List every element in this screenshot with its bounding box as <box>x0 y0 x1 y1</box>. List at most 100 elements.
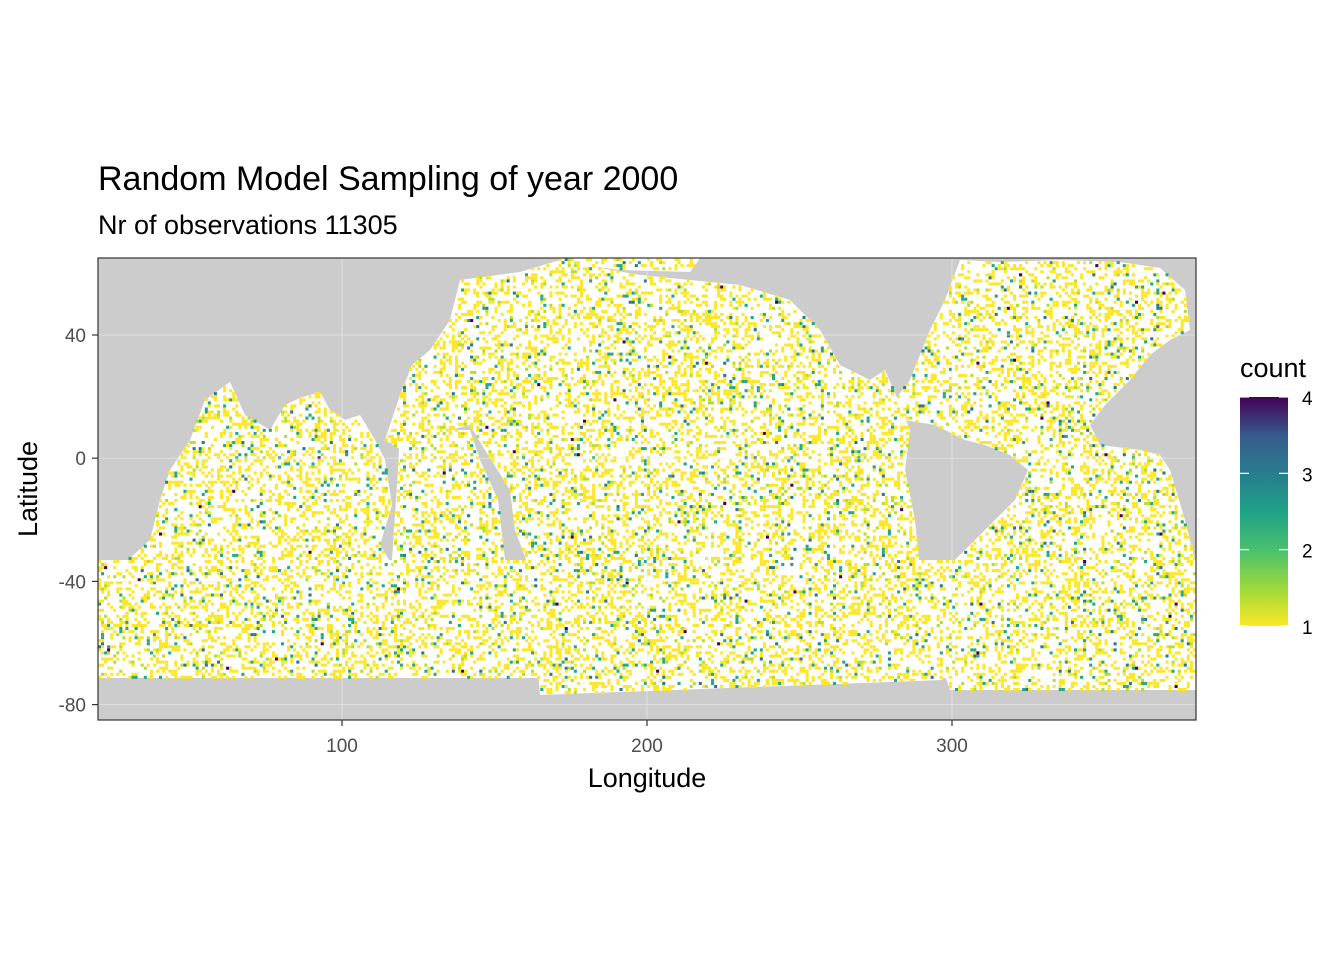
count-cell <box>418 373 422 377</box>
count-cell <box>759 431 763 435</box>
count-cell <box>839 401 843 405</box>
count-cell <box>552 334 556 338</box>
count-cell <box>509 358 513 362</box>
count-cell <box>494 285 498 289</box>
count-cell <box>970 319 974 323</box>
count-cell <box>485 322 489 326</box>
count-cell <box>500 392 504 396</box>
count-cell <box>1037 361 1041 365</box>
count-cell <box>1150 322 1154 326</box>
count-cell <box>515 291 519 295</box>
count-cell <box>1003 288 1007 292</box>
count-cell <box>1031 407 1035 411</box>
count-cell <box>1186 319 1190 323</box>
count-cell <box>952 300 956 304</box>
count-cell <box>634 312 638 316</box>
count-cell <box>948 361 952 365</box>
count-cell <box>738 346 742 350</box>
count-cell <box>406 404 410 408</box>
count-cell <box>952 297 956 301</box>
count-cell <box>616 352 620 356</box>
count-cell <box>769 316 773 320</box>
count-cell <box>634 291 638 295</box>
count-cell <box>494 349 498 353</box>
count-cell <box>570 370 574 374</box>
count-cell <box>671 392 675 396</box>
count-cell <box>976 309 980 313</box>
count-cell <box>1116 267 1120 271</box>
count-cell <box>659 306 663 310</box>
count-cell <box>653 319 657 323</box>
count-cell <box>1086 425 1090 429</box>
count-cell <box>1025 291 1029 295</box>
count-cell <box>729 386 733 390</box>
count-cell <box>528 404 532 408</box>
count-cell <box>628 431 632 435</box>
count-cell <box>604 273 608 277</box>
count-cell <box>1061 337 1065 341</box>
count-cell <box>677 331 681 335</box>
count-cell <box>704 361 708 365</box>
count-cell <box>1159 322 1163 326</box>
count-cell <box>762 383 766 387</box>
count-cell <box>1000 447 1004 451</box>
count-cell <box>467 337 471 341</box>
count-cell <box>436 352 440 356</box>
count-cell <box>747 340 751 344</box>
count-cell <box>958 322 962 326</box>
count-cell <box>1080 322 1084 326</box>
count-cell <box>720 447 724 451</box>
count-cell <box>540 276 544 280</box>
count-cell <box>567 398 571 402</box>
count-cell <box>561 370 565 374</box>
count-cell <box>506 285 510 289</box>
count-cell <box>744 410 748 414</box>
count-cell <box>967 340 971 344</box>
count-cell <box>403 383 407 387</box>
count-cell <box>634 303 638 307</box>
count-cell <box>1077 395 1081 399</box>
count-cell <box>616 438 620 442</box>
count-cell <box>723 322 727 326</box>
count-cell <box>552 434 556 438</box>
count-cell <box>1031 273 1035 277</box>
count-cell <box>628 398 632 402</box>
count-cell <box>604 419 608 423</box>
count-cell <box>1025 386 1029 390</box>
count-cell <box>671 349 675 353</box>
count-cell <box>1092 337 1096 341</box>
count-cell <box>314 395 318 399</box>
count-cell <box>1092 270 1096 274</box>
count-cell <box>616 392 620 396</box>
count-cell <box>256 459 260 463</box>
count-cell <box>799 346 803 350</box>
count-cell <box>1086 328 1090 332</box>
count-cell <box>1107 340 1111 344</box>
count-cell <box>442 352 446 356</box>
count-cell <box>1080 383 1084 387</box>
count-cell <box>851 377 855 381</box>
count-cell <box>979 312 983 316</box>
count-cell <box>1067 404 1071 408</box>
count-cell <box>659 422 663 426</box>
count-cell <box>183 447 187 451</box>
count-cell <box>1016 392 1020 396</box>
count-cell <box>720 425 724 429</box>
count-cell <box>1128 279 1132 283</box>
count-cell <box>857 407 861 411</box>
count-cell <box>540 428 544 432</box>
count-cell <box>671 377 675 381</box>
count-cell <box>1107 264 1111 268</box>
count-cell <box>756 438 760 442</box>
count-cell <box>903 389 907 393</box>
count-cell <box>470 319 474 323</box>
count-cell <box>1180 300 1184 304</box>
count-cell <box>671 361 675 365</box>
count-cell <box>1128 312 1132 316</box>
count-cell <box>927 401 931 405</box>
count-cell <box>1013 294 1017 298</box>
count-cell <box>610 316 614 320</box>
count-cell <box>442 340 446 344</box>
count-cell <box>982 386 986 390</box>
count-cell <box>1086 386 1090 390</box>
